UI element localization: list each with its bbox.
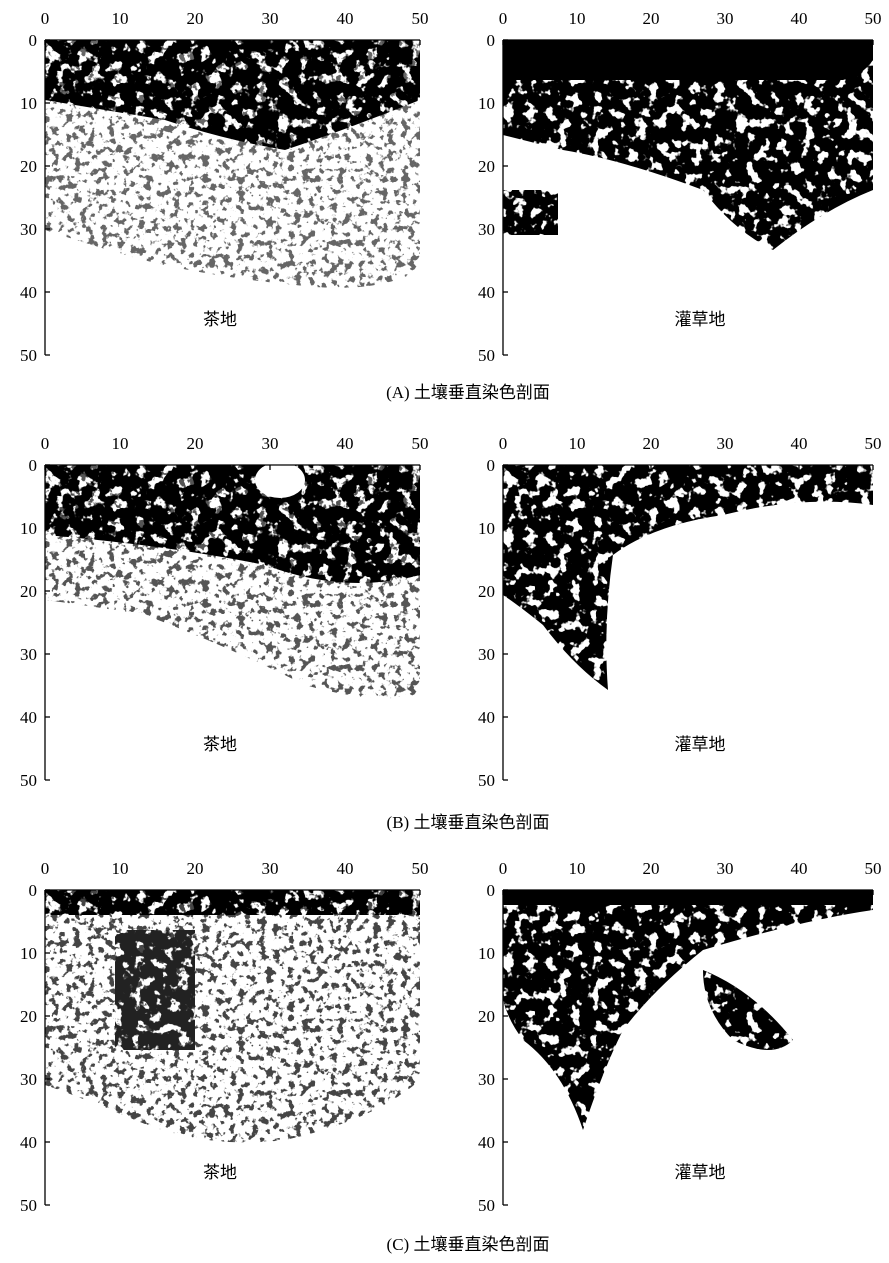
x-tick-label: 40 [791,859,808,878]
y-tick-label: 20 [478,582,495,601]
y-tick-label: 20 [20,582,37,601]
x-tick-label: 20 [643,9,660,28]
x-tick-label: 20 [643,434,660,453]
x-tick-label: 10 [569,859,586,878]
y-tick-label: 30 [478,1070,495,1089]
x-tick-label: 50 [865,859,882,878]
caption: (A) 土壤垂直染色剖面 [386,382,550,402]
panel-label: 茶地 [203,735,237,754]
y-tick-label: 10 [20,944,37,963]
y-tick-label: 30 [20,220,37,239]
y-tick-label: 0 [29,456,38,475]
y-tick-label: 10 [20,94,37,113]
x-tick-label: 10 [112,9,129,28]
x-tick-label: 30 [717,859,734,878]
caption: (B) 土壤垂直染色剖面 [387,812,550,832]
y-tick-label: 30 [478,220,495,239]
y-tick-label: 10 [478,519,495,538]
y-tick-label: 20 [478,157,495,176]
x-tick-label: 0 [41,434,50,453]
y-tick-label: 30 [20,1070,37,1089]
x-tick-label: 10 [569,9,586,28]
x-tick-label: 0 [499,434,508,453]
y-tick-label: 40 [20,283,37,302]
y-tick-label: 0 [487,881,496,900]
x-tick-label: 0 [499,9,508,28]
x-tick-label: 30 [717,434,734,453]
stain-image [503,40,873,250]
y-tick-label: 40 [478,283,495,302]
x-tick-label: 20 [187,434,204,453]
y-tick-label: 50 [20,771,37,790]
x-tick-label: 10 [112,859,129,878]
y-tick-label: 40 [478,1133,495,1152]
x-tick-label: 50 [412,9,429,28]
x-tick-label: 30 [262,859,279,878]
stain-image [45,40,420,288]
x-tick-label: 20 [643,859,660,878]
y-tick-label: 0 [29,881,38,900]
y-tick-label: 0 [487,456,496,475]
x-tick-label: 40 [791,9,808,28]
y-tick-label: 40 [20,1133,37,1152]
x-tick-label: 40 [337,859,354,878]
x-tick-label: 20 [187,859,204,878]
panel-label: 茶地 [203,1163,237,1182]
y-tick-label: 50 [478,771,495,790]
x-tick-label: 50 [865,9,882,28]
x-tick-label: 40 [791,434,808,453]
y-tick-label: 10 [20,519,37,538]
y-tick-label: 0 [487,31,496,50]
x-tick-label: 30 [262,434,279,453]
y-tick-label: 40 [20,708,37,727]
stain-image [45,890,420,1143]
y-tick-label: 10 [478,94,495,113]
caption: (C) 土壤垂直染色剖面 [387,1234,550,1254]
x-tick-label: 10 [112,434,129,453]
y-tick-label: 10 [478,944,495,963]
y-tick-label: 20 [478,1007,495,1026]
x-tick-label: 40 [337,434,354,453]
x-tick-label: 50 [412,859,429,878]
x-tick-label: 30 [262,9,279,28]
x-tick-label: 50 [865,434,882,453]
y-tick-label: 30 [478,645,495,664]
y-tick-label: 0 [29,31,38,50]
y-tick-label: 50 [20,1196,37,1215]
panel-label: 灌草地 [675,310,726,329]
y-tick-label: 30 [20,645,37,664]
panel-label: 灌草地 [675,1163,726,1182]
stain-image [503,890,873,1130]
x-tick-label: 10 [569,434,586,453]
y-tick-label: 20 [20,1007,37,1026]
x-tick-label: 0 [499,859,508,878]
panel-label: 灌草地 [675,735,726,754]
y-tick-label: 50 [20,346,37,365]
panel-label: 茶地 [203,310,237,329]
x-tick-label: 30 [717,9,734,28]
stain-image [503,465,873,690]
stain-image [45,462,420,699]
x-tick-label: 20 [187,9,204,28]
y-tick-label: 40 [478,708,495,727]
y-tick-label: 20 [20,157,37,176]
y-tick-label: 50 [478,1196,495,1215]
y-tick-label: 50 [478,346,495,365]
x-tick-label: 50 [412,434,429,453]
x-tick-label: 0 [41,859,50,878]
x-tick-label: 0 [41,9,50,28]
x-tick-label: 40 [337,9,354,28]
